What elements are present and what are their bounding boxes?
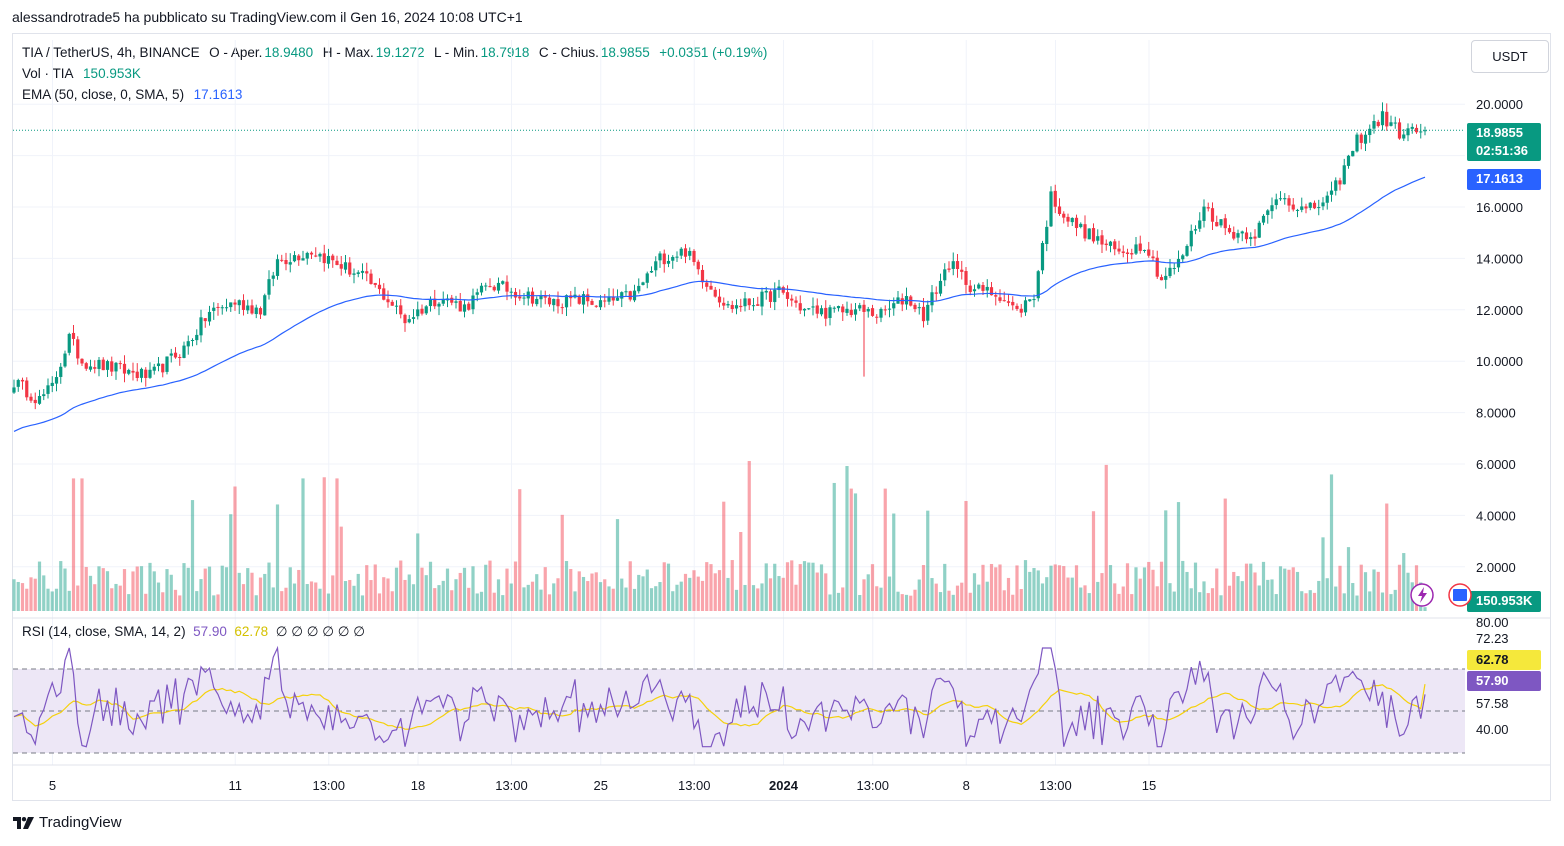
currency-unit-button[interactable]: USDT (1471, 40, 1549, 73)
tradingview-logo[interactable]: TradingView (13, 814, 122, 831)
legend-high-label: H - Max. (322, 45, 374, 60)
rsi-legend-ma: 62.78 (234, 624, 269, 639)
legend-ema: 17.1613 (193, 87, 243, 102)
legend-low: 18.7918 (480, 45, 530, 60)
legend-volume-row[interactable]: Vol · TIA 150.953K (22, 66, 143, 81)
rsi-legend[interactable]: RSI (14, close, SMA, 14, 2) 57.90 62.78 … (22, 624, 365, 640)
rsi-legend-label: RSI (14, close, SMA, 14, 2) (22, 624, 186, 639)
publish-line: alessandrotrade5 ha pubblicato su Tradin… (12, 9, 523, 25)
legend-vol-label: Vol · TIA (22, 66, 74, 81)
legend-ema-row[interactable]: EMA (50, close, 0, SMA, 5) 17.1613 (22, 87, 244, 102)
legend-change: +0.0351 (+0.19%) (659, 45, 768, 60)
legend-symbol[interactable]: TIA / TetherUS, 4h, BINANCE (22, 45, 200, 60)
legend-open-label: O - Aper. (209, 45, 263, 60)
rsi-legend-value: 57.90 (193, 624, 227, 639)
legend-high: 19.1272 (375, 45, 425, 60)
rsi-legend-empties: ∅ ∅ ∅ ∅ ∅ ∅ (275, 624, 366, 639)
legend-symbol-row: TIA / TetherUS, 4h, BINANCE O - Aper. 18.… (22, 45, 769, 60)
tradingview-logo-icon (13, 816, 34, 829)
legend-close-label: C - Chius. (538, 45, 599, 60)
legend-open: 18.9480 (264, 45, 314, 60)
legend-vol: 150.953K (83, 66, 141, 81)
tradingview-logo-text: TradingView (39, 814, 122, 831)
legend-ema-label: EMA (50, close, 0, SMA, 5) (22, 87, 185, 102)
legend-low-label: L - Min. (434, 45, 479, 60)
legend-close: 18.9855 (600, 45, 650, 60)
chart-frame (12, 33, 1551, 801)
